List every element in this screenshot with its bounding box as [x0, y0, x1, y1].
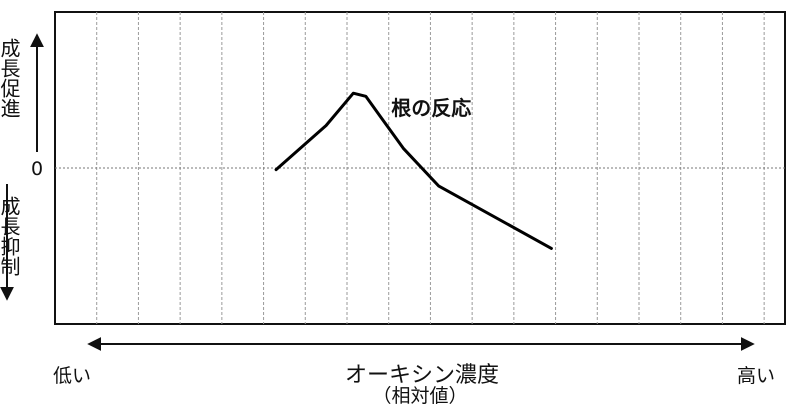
series-layer: 根の反応 [274, 91, 553, 250]
y-zero-label: 0 [31, 158, 43, 180]
y-up-label: 成長促進 [0, 38, 21, 118]
x-axis-sublabel: （相対値） [372, 385, 467, 407]
series-line-0 [274, 91, 553, 250]
series-label-0: 根の反応 [391, 96, 471, 120]
x-axis-label: オーキシン濃度 [345, 363, 499, 388]
x-low-label: 低い [53, 365, 91, 387]
x-high-label: 高い [737, 365, 775, 387]
y-down-label: 成長抑制 [0, 196, 21, 276]
